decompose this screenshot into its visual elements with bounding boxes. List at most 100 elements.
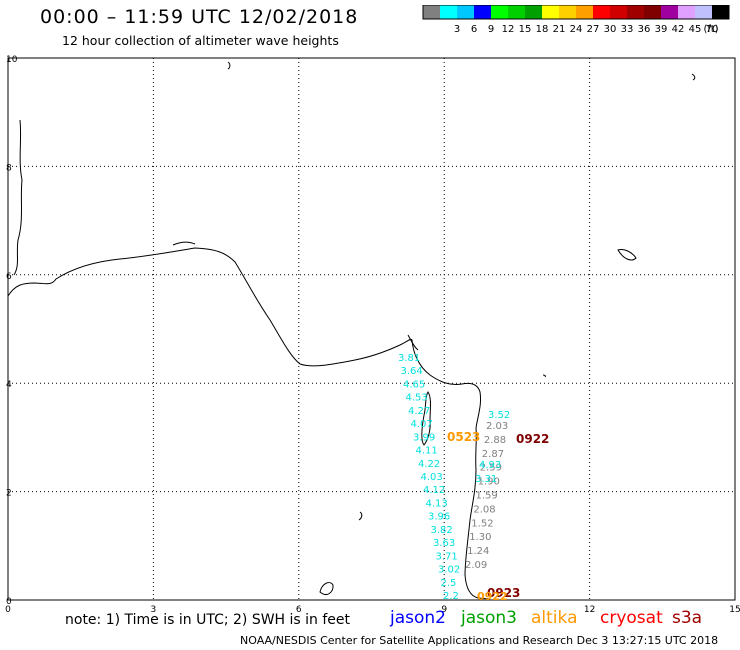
legend-label: 70 xyxy=(706,24,719,35)
altika-swh-label: 2.59 xyxy=(480,463,502,474)
jason2-swh-label: 3.82 xyxy=(431,525,453,536)
legend-swatch xyxy=(457,5,474,19)
satellite-legend-cryosat: cryosat xyxy=(600,608,663,628)
jason2-swh-label: 3.64 xyxy=(401,366,423,377)
altika-swh-label: 1.59 xyxy=(476,491,498,502)
satellite-legend-jason2: jason2 xyxy=(390,608,446,628)
y-tick-label: 6 xyxy=(6,272,12,282)
legend-label: 18 xyxy=(536,24,549,35)
legend-label: 45 xyxy=(689,24,702,35)
legend-label: 15 xyxy=(519,24,532,35)
y-tick-label: 10 xyxy=(6,55,18,65)
legend-swatch xyxy=(440,5,457,19)
legend-swatch xyxy=(610,5,627,19)
satellite-legend-jason3: jason3 xyxy=(461,608,517,628)
x-tick-label: 15 xyxy=(729,605,740,615)
jason2-swh-label: 4.07 xyxy=(411,419,433,430)
track-swh-label: 3.31 xyxy=(475,474,497,485)
track-swh-label: 3.52 xyxy=(488,410,510,421)
legend-swatch xyxy=(661,5,678,19)
y-tick-label: 0 xyxy=(6,597,12,607)
legend-swatch xyxy=(593,5,610,19)
jason2-swh-label: 3.81 xyxy=(398,353,420,364)
jason2-swh-label: 4.22 xyxy=(418,459,440,470)
altika-swh-label: 1.30 xyxy=(469,532,491,543)
jason2-swh-label: 3.99 xyxy=(413,432,435,443)
legend-label: 30 xyxy=(604,24,617,35)
legend-swatch xyxy=(542,5,559,19)
legend-label: 21 xyxy=(553,24,566,35)
legend-swatch xyxy=(627,5,644,19)
legend-label: 9 xyxy=(488,24,494,35)
jason2-swh-label: 3.71 xyxy=(436,551,458,562)
legend-swatch xyxy=(491,5,508,19)
jason2-swh-label: 3.63 xyxy=(433,538,455,549)
altimeter-track-labels: 3.81 3.64 4.65 4.53 4.27 4.07 3.99 4.11 4.22 4.03… xyxy=(398,353,510,602)
altika-swh-label: 1.90 xyxy=(478,477,500,488)
legend-unit: (ft) xyxy=(703,24,718,35)
altika-swh-label: 2.09 xyxy=(465,560,487,571)
legend-label: 12 xyxy=(502,24,515,35)
legend-label: 39 xyxy=(655,24,668,35)
legend-swatch xyxy=(678,5,695,19)
coastline xyxy=(7,61,696,600)
jason2-swh-label: 4.53 xyxy=(406,393,428,404)
map-footer: NOAA/NESDIS Center for Satellite Applica… xyxy=(240,634,719,647)
x-tick-label: 12 xyxy=(584,605,595,615)
satellite-legend-altika: altika xyxy=(531,608,578,628)
x-tick-label: 6 xyxy=(296,605,302,615)
pass-time-label: 0523 xyxy=(447,430,480,444)
legend-label: 33 xyxy=(621,24,634,35)
x-tick-label: 3 xyxy=(151,605,157,615)
legend-label: 24 xyxy=(570,24,583,35)
legend-swatch xyxy=(576,5,593,19)
altika-swh-label: 1.52 xyxy=(471,518,493,529)
pass-time-label: 0922 xyxy=(516,432,549,446)
map-frame xyxy=(7,57,736,601)
legend-label: 42 xyxy=(672,24,685,35)
axis-ticks: 0 3 6 9 12 15 0 2 4 6 8 10 xyxy=(5,55,740,615)
legend-swatch xyxy=(644,5,661,19)
jason2-swh-label: 2.2 xyxy=(443,591,459,602)
color-legend: 3 6 9 12 15 18 21 24 27 30 33 36 39 42 45 70(ft) xyxy=(422,5,730,35)
jason2-swh-label: 3.96 xyxy=(428,512,450,523)
y-tick-label: 4 xyxy=(6,380,12,390)
legend-swatch xyxy=(474,5,491,19)
legend-label: 27 xyxy=(587,24,600,35)
x-tick-label: 9 xyxy=(441,605,447,615)
legend-swatch xyxy=(423,5,440,19)
jason2-swh-label: 4.03 xyxy=(421,472,443,483)
legend-swatch xyxy=(695,5,712,19)
jason2-swh-label: 3.02 xyxy=(438,565,460,576)
jason2-swh-label: 4.11 xyxy=(416,446,438,457)
jason2-swh-label: 2.5 xyxy=(441,578,457,589)
jason2-swh-label: 4.13 xyxy=(426,498,448,509)
legend-label: 3 xyxy=(454,24,460,35)
legend-swatch xyxy=(508,5,525,19)
jason2-swh-label: 4.27 xyxy=(408,406,430,417)
legend-label: 36 xyxy=(638,24,651,35)
legend-swatch xyxy=(525,5,542,19)
map-title: 00:00 – 11:59 UTC 12/02/2018 xyxy=(40,6,359,28)
map-subtitle: 12 hour collection of altimeter wave hei… xyxy=(62,33,339,48)
jason2-swh-label: 4.12 xyxy=(423,485,445,496)
altika-swh-label: 2.03 xyxy=(486,421,508,432)
pass-time-label: 0923 xyxy=(487,586,520,600)
y-tick-label: 2 xyxy=(6,489,12,499)
legend-swatch xyxy=(559,5,576,19)
satellite-legend-s3a: s3a xyxy=(672,608,703,628)
jason2-swh-label: 4.65 xyxy=(403,379,425,390)
y-tick-label: 8 xyxy=(6,163,12,173)
pass-time-label: 0922 xyxy=(477,590,508,603)
track-swh-label: 4.93 xyxy=(479,460,501,471)
legend-label: 6 xyxy=(471,24,477,35)
legend-swatch xyxy=(712,5,729,19)
map-note: note: 1) Time is in UTC; 2) SWH is in fe… xyxy=(65,612,351,628)
altika-swh-label: 2.08 xyxy=(473,504,495,515)
altika-swh-label: 2.88 xyxy=(484,435,506,446)
grid-lines xyxy=(8,58,735,600)
altika-swh-label: 1.24 xyxy=(467,546,489,557)
altika-swh-label: 2.87 xyxy=(482,449,504,460)
